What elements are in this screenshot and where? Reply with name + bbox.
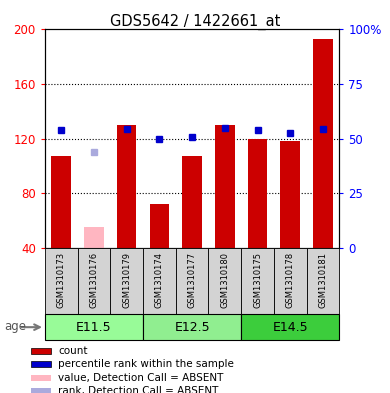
- Bar: [313, 39, 333, 248]
- Bar: [149, 204, 169, 248]
- Bar: [84, 227, 104, 248]
- Bar: [31, 361, 51, 367]
- Text: E12.5: E12.5: [174, 321, 210, 334]
- Bar: [208, 248, 241, 314]
- Bar: [78, 248, 110, 314]
- Text: E14.5: E14.5: [272, 321, 308, 334]
- Bar: [31, 348, 51, 354]
- Text: age: age: [4, 320, 26, 334]
- Text: GSM1310174: GSM1310174: [155, 252, 164, 308]
- Bar: [45, 314, 143, 340]
- Text: GSM1310178: GSM1310178: [286, 252, 295, 308]
- Bar: [248, 138, 267, 248]
- Text: GSM1310179: GSM1310179: [122, 252, 131, 308]
- Text: E11.5: E11.5: [76, 321, 112, 334]
- Bar: [274, 248, 307, 314]
- Bar: [307, 248, 339, 314]
- Bar: [143, 314, 241, 340]
- Text: rank, Detection Call = ABSENT: rank, Detection Call = ABSENT: [58, 386, 219, 393]
- Bar: [280, 141, 300, 248]
- Text: value, Detection Call = ABSENT: value, Detection Call = ABSENT: [58, 373, 223, 383]
- Bar: [31, 388, 51, 393]
- Text: GSM1310177: GSM1310177: [188, 252, 197, 308]
- Bar: [176, 248, 208, 314]
- Text: percentile rank within the sample: percentile rank within the sample: [58, 359, 234, 369]
- Text: GDS5642 / 1422661_at: GDS5642 / 1422661_at: [110, 14, 280, 30]
- Bar: [182, 156, 202, 248]
- Text: GSM1310173: GSM1310173: [57, 252, 66, 308]
- Bar: [117, 125, 136, 248]
- Bar: [143, 248, 176, 314]
- Text: GSM1310181: GSM1310181: [319, 252, 328, 308]
- Bar: [31, 375, 51, 381]
- Bar: [51, 156, 71, 248]
- Bar: [45, 248, 78, 314]
- Bar: [215, 125, 235, 248]
- Bar: [241, 314, 339, 340]
- Bar: [110, 248, 143, 314]
- Bar: [241, 248, 274, 314]
- Text: GSM1310176: GSM1310176: [89, 252, 98, 308]
- Text: GSM1310175: GSM1310175: [253, 252, 262, 308]
- Text: count: count: [58, 346, 88, 356]
- Text: GSM1310180: GSM1310180: [220, 252, 229, 308]
